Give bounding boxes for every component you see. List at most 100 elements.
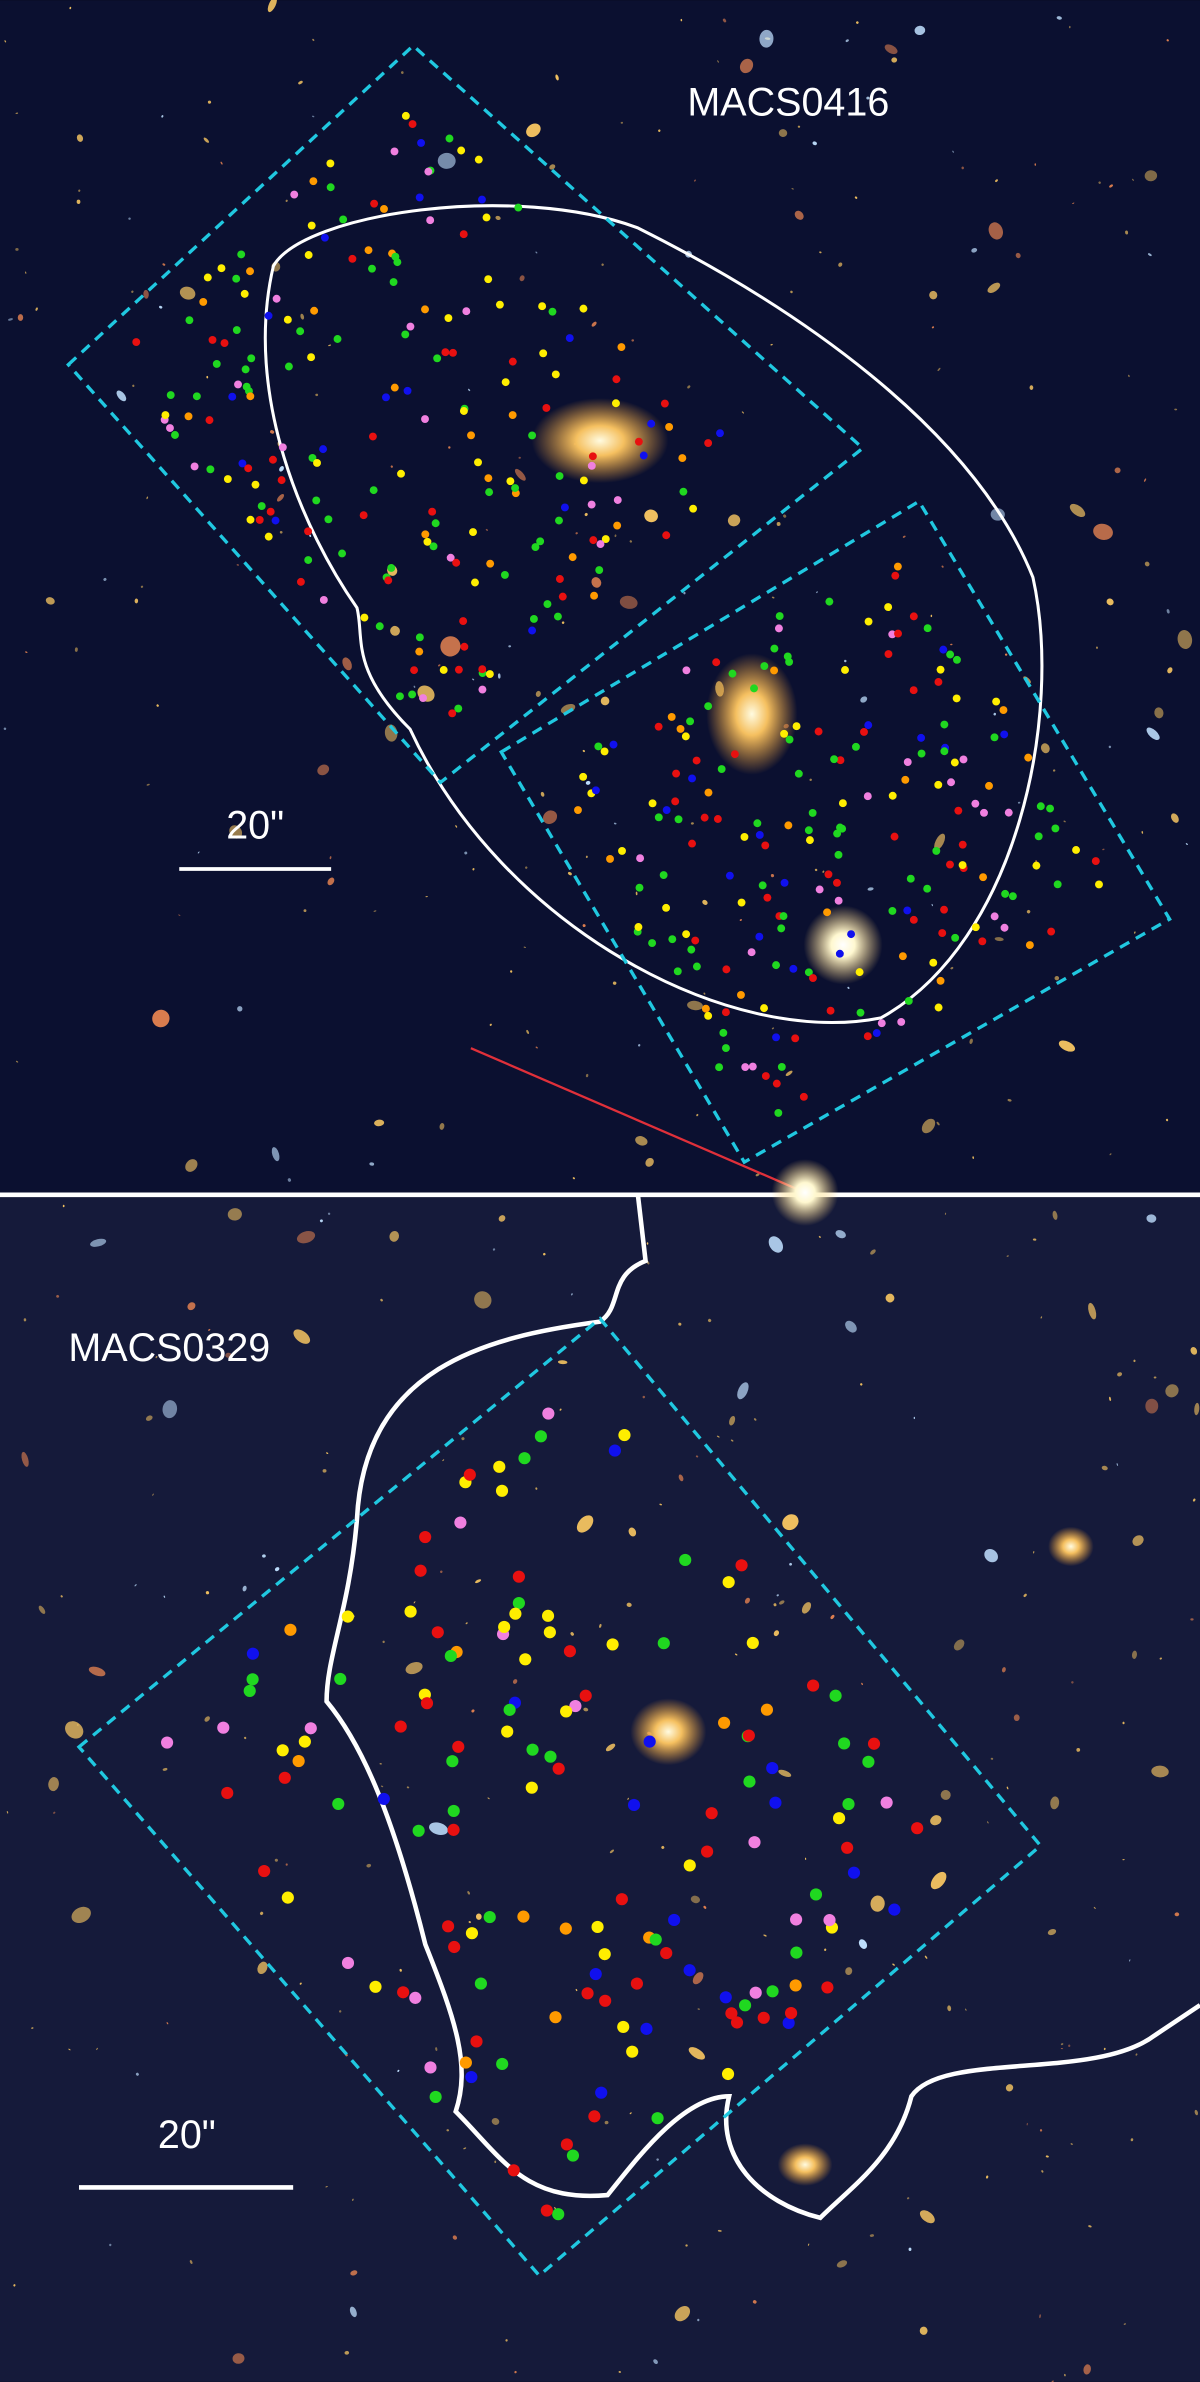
galaxy — [591, 577, 602, 588]
bcg — [531, 398, 669, 484]
image-dot — [452, 1740, 465, 1753]
image-dot — [687, 945, 696, 954]
galaxy — [1159, 1657, 1162, 1660]
image-dot — [903, 906, 912, 915]
galaxy — [15, 112, 19, 115]
image-dot — [205, 416, 214, 425]
image-positions — [132, 111, 1103, 2221]
image-dot — [952, 694, 961, 703]
image-dot — [404, 1605, 417, 1618]
image-dot — [761, 841, 770, 850]
image-dot — [394, 1720, 407, 1733]
image-dot — [278, 1771, 291, 1784]
image-dot — [1046, 804, 1055, 813]
galaxy — [236, 564, 240, 566]
image-dot — [469, 528, 477, 537]
galaxy — [1048, 1526, 1094, 1567]
image-dot — [903, 758, 912, 766]
image-dot — [445, 134, 454, 143]
image-dot — [938, 929, 947, 938]
galaxy — [661, 1845, 665, 1849]
image-dot — [258, 1864, 271, 1878]
image-dot — [893, 562, 902, 571]
image-dot — [498, 1620, 511, 1634]
image-dot — [940, 747, 949, 756]
image-dot — [277, 476, 286, 485]
galaxy — [380, 1298, 383, 1302]
image-dot — [495, 1484, 509, 1497]
image-dot — [552, 2208, 565, 2221]
image-dot — [683, 1859, 696, 1872]
image-dot — [1091, 857, 1100, 866]
image-dot — [639, 451, 648, 460]
galaxy — [1058, 1040, 1076, 1052]
critical-curve — [263, 204, 1044, 1024]
galaxy — [584, 512, 588, 517]
galaxy — [109, 2243, 112, 2247]
image-dot — [590, 591, 599, 600]
galaxy — [678, 1322, 682, 1326]
galaxy — [296, 1231, 316, 1244]
galaxy — [88, 1666, 106, 1677]
galaxy — [778, 1769, 792, 1778]
galaxy — [690, 822, 694, 825]
image-dot — [985, 781, 993, 790]
image-dot — [508, 411, 517, 420]
image-dot — [244, 464, 253, 473]
galaxy — [1045, 2155, 1049, 2158]
image-dot — [429, 542, 438, 551]
image-dot — [716, 429, 724, 438]
image-dot — [528, 431, 537, 440]
image-dot — [595, 566, 604, 574]
galaxy — [514, 468, 526, 481]
galaxy — [327, 877, 335, 886]
image-dot — [384, 576, 393, 585]
image-dot — [460, 642, 469, 651]
galaxy — [344, 2350, 350, 2355]
image-dot — [446, 553, 455, 562]
galaxy — [753, 1418, 757, 1421]
galaxy — [737, 1382, 749, 1400]
image-dot — [872, 1029, 881, 1037]
image-dot — [923, 884, 932, 893]
galaxy — [287, 1178, 292, 1182]
image-dot — [415, 633, 424, 642]
galaxy — [271, 1147, 280, 1162]
galaxy — [1068, 2044, 1071, 2047]
image-dot — [560, 1705, 573, 1718]
galaxy — [845, 1967, 853, 1976]
galaxy — [103, 577, 107, 581]
galaxy — [96, 2047, 98, 2051]
galaxy — [555, 74, 559, 81]
galaxy — [140, 585, 144, 588]
galaxy — [646, 1242, 649, 1245]
galaxy — [187, 1302, 196, 1311]
galaxy — [759, 29, 774, 48]
galaxy — [572, 1177, 575, 1180]
image-dot — [272, 294, 281, 303]
image-dot — [519, 1653, 532, 1666]
galaxy — [770, 873, 775, 878]
image-dot — [465, 2070, 478, 2084]
image-dot — [715, 1063, 724, 1072]
galaxy — [390, 625, 400, 636]
image-dot — [713, 815, 722, 823]
galaxy — [134, 598, 139, 604]
image-dot — [551, 370, 560, 379]
image-dot — [206, 465, 215, 474]
galaxy — [1039, 2314, 1041, 2319]
image-dot — [397, 469, 405, 478]
image-dot — [721, 1008, 730, 1017]
galaxy — [892, 1963, 895, 1966]
galaxy — [809, 778, 812, 781]
image-dot — [971, 923, 980, 932]
image-dot — [789, 964, 798, 973]
image-dot — [760, 1004, 768, 1013]
image-dot — [790, 1913, 803, 1926]
image-dot — [790, 1946, 803, 1959]
galaxy — [844, 659, 847, 663]
image-dot — [722, 965, 731, 974]
image-dot — [278, 443, 287, 452]
galaxy — [74, 647, 78, 652]
galaxy — [1144, 170, 1158, 182]
